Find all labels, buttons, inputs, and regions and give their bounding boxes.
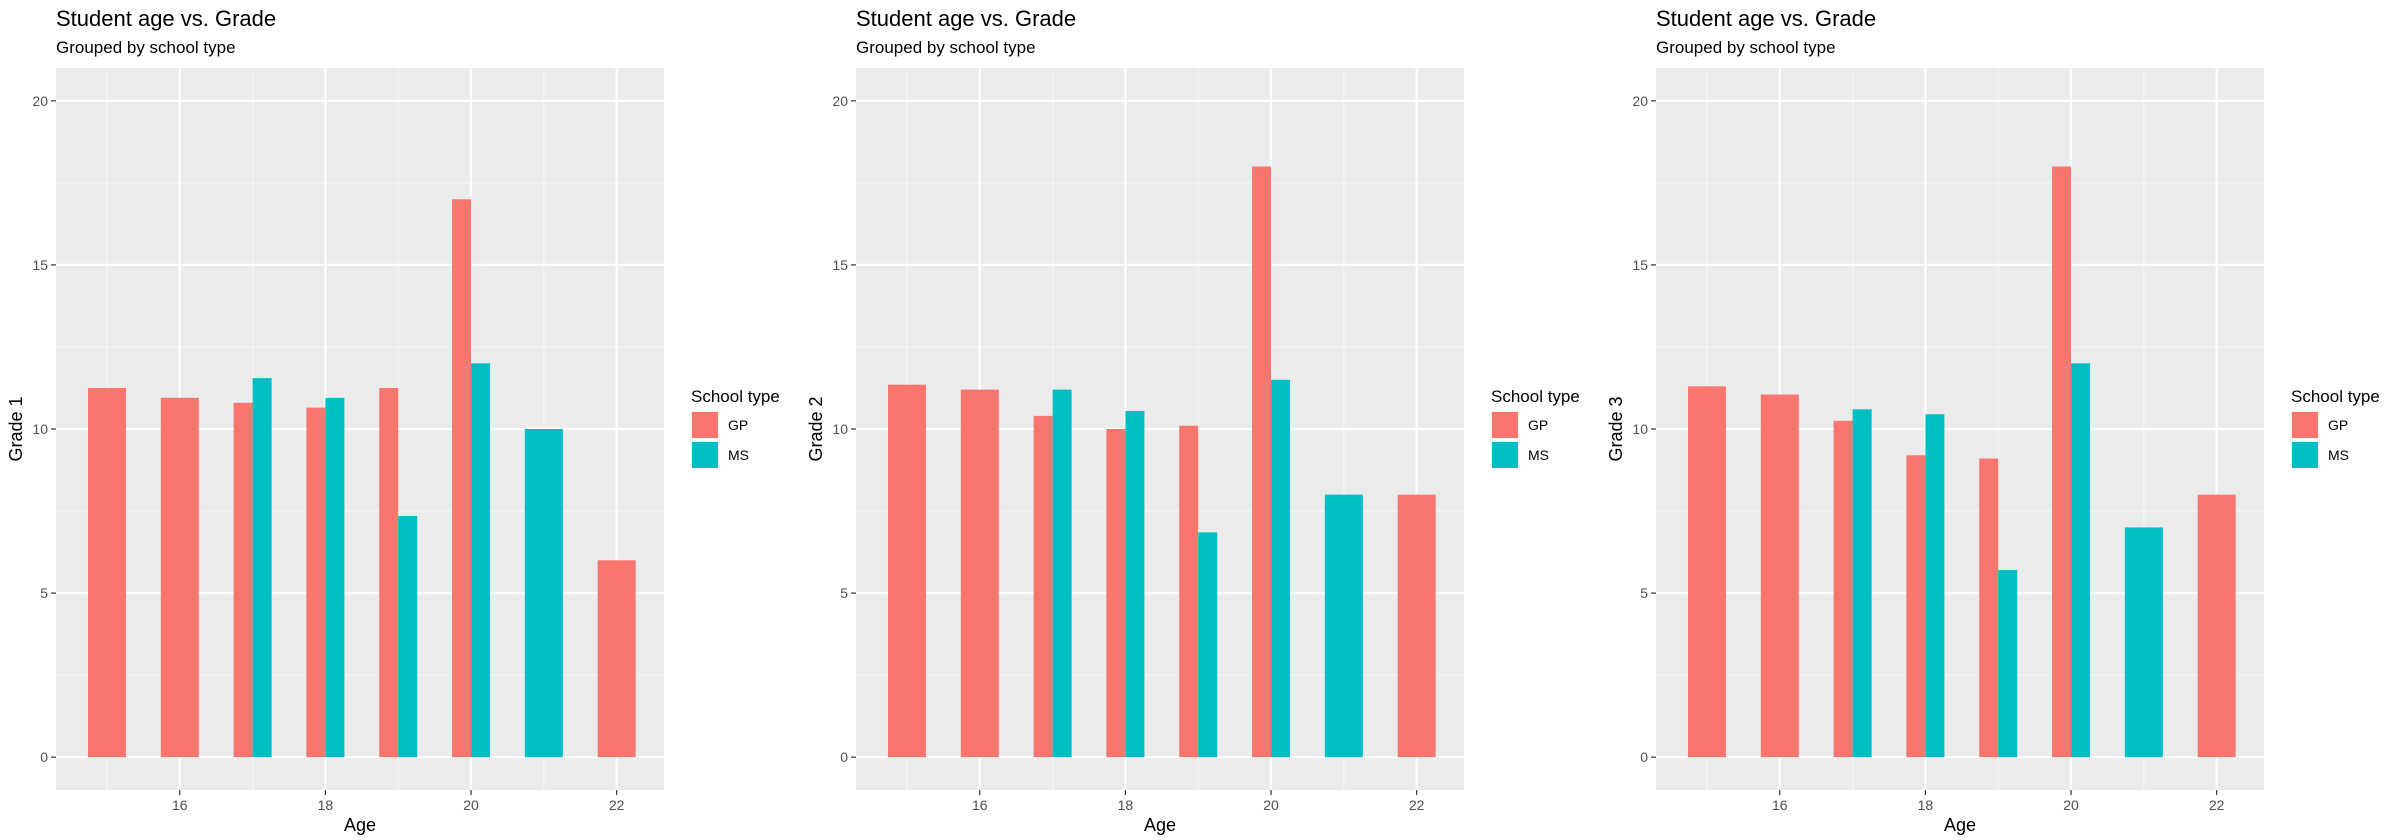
legend-label-ms: MS xyxy=(728,447,749,463)
bar-ms xyxy=(1852,409,1872,758)
bar-gp xyxy=(1106,429,1126,758)
chart-panel-grade-3: 0 5 10 15 20 16 18 20 22 Student age vs. Grade Gro… xyxy=(1600,0,2400,840)
bar-chart-grade-2: 0 5 10 15 20 16 18 20 22 Student age vs. Grade Gro… xyxy=(806,6,1580,835)
legend-label-gp: GP xyxy=(2328,417,2348,433)
bar-ms xyxy=(1324,494,1363,758)
bar-ms xyxy=(1198,532,1218,758)
bar-ms xyxy=(1998,570,2018,758)
y-tick-label: 15 xyxy=(1632,257,1648,273)
bar-gp xyxy=(1179,425,1199,758)
legend-title: School type xyxy=(1491,387,1580,406)
chart-title: Student age vs. Grade xyxy=(1656,6,1876,31)
y-tick-label: 10 xyxy=(832,421,848,437)
y-tick-label: 5 xyxy=(40,585,48,601)
y-axis-label: Grade 2 xyxy=(806,396,826,461)
chart-subtitle: Grouped by school type xyxy=(1656,38,1836,57)
y-tick-label: 10 xyxy=(32,421,48,437)
bar-ms xyxy=(398,515,418,758)
bar-gp xyxy=(1033,415,1053,758)
x-tick-label: 16 xyxy=(172,797,188,813)
bar-ms xyxy=(524,429,563,758)
bar-ms xyxy=(2124,527,2163,758)
chart-title: Student age vs. Grade xyxy=(856,6,1076,31)
legend-label-ms: MS xyxy=(2328,447,2349,463)
bar-gp xyxy=(960,389,999,758)
y-tick-label: 0 xyxy=(40,749,48,765)
y-tick-label: 0 xyxy=(1640,749,1648,765)
y-tick-label: 20 xyxy=(32,93,48,109)
bar-ms xyxy=(325,397,345,758)
y-tick-label: 0 xyxy=(840,749,848,765)
x-tick-label: 20 xyxy=(463,797,479,813)
x-tick-label: 22 xyxy=(609,797,625,813)
y-axis-label: Grade 3 xyxy=(1606,396,1626,461)
y-tick-label: 20 xyxy=(832,93,848,109)
legend-label-ms: MS xyxy=(1528,447,1549,463)
x-tick-label: 18 xyxy=(318,797,334,813)
y-axis-label: Grade 1 xyxy=(6,396,26,461)
bar-gp xyxy=(1979,458,1999,758)
bar-gp xyxy=(1687,386,1726,758)
bar-gp xyxy=(1252,166,1272,758)
x-axis-label: Age xyxy=(344,815,376,835)
y-tick-label: 5 xyxy=(1640,585,1648,601)
bar-chart-grade-1: 0 5 10 15 20 16 18 20 22 Student age vs. Grade Gro… xyxy=(6,6,780,835)
bar-gp xyxy=(1833,420,1853,758)
legend-label-gp: GP xyxy=(1528,417,1548,433)
bar-gp xyxy=(306,407,326,758)
chart-panel-grade-2: 0 5 10 15 20 16 18 20 22 Student age vs. Grade Gro… xyxy=(800,0,1600,840)
y-tick-label: 10 xyxy=(1632,421,1648,437)
bar-ms xyxy=(1052,389,1072,758)
bar-gp xyxy=(2052,166,2072,758)
chart-title: Student age vs. Grade xyxy=(56,6,276,31)
y-tick-label: 15 xyxy=(832,257,848,273)
bar-ms xyxy=(1125,410,1145,758)
legend-key-gp xyxy=(1492,412,1518,438)
x-tick-label: 18 xyxy=(1118,797,1134,813)
x-axis-label: Age xyxy=(1944,815,1976,835)
bar-gp xyxy=(887,384,926,758)
bar-gp xyxy=(87,387,126,758)
legend-title: School type xyxy=(691,387,780,406)
y-tick-label: 5 xyxy=(840,585,848,601)
x-axis-label: Age xyxy=(1144,815,1176,835)
bar-gp xyxy=(160,397,199,758)
bar-gp xyxy=(233,402,253,758)
legend-key-gp xyxy=(2292,412,2318,438)
chart-subtitle: Grouped by school type xyxy=(856,38,1036,57)
legend-key-ms xyxy=(1492,442,1518,468)
chart-panel-grade-1: 0 5 10 15 20 16 18 20 22 Student age vs. Grade Gro… xyxy=(0,0,800,840)
legend-label-gp: GP xyxy=(728,417,748,433)
bar-gp xyxy=(1397,494,1436,758)
bar-gp xyxy=(597,560,636,758)
bar-gp xyxy=(379,387,399,758)
legend-key-ms xyxy=(692,442,718,468)
bar-gp xyxy=(452,199,472,758)
bar-gp xyxy=(1760,394,1799,758)
legend-key-gp xyxy=(692,412,718,438)
legend-key-ms xyxy=(2292,442,2318,468)
bar-ms xyxy=(471,363,491,758)
bar-gp xyxy=(1906,455,1926,758)
x-tick-label: 16 xyxy=(1772,797,1788,813)
x-tick-label: 20 xyxy=(2063,797,2079,813)
legend-title: School type xyxy=(2291,387,2380,406)
x-tick-label: 22 xyxy=(1409,797,1425,813)
bar-gp xyxy=(2197,494,2236,758)
bar-ms xyxy=(1925,414,1945,758)
bar-ms xyxy=(1271,379,1291,758)
x-tick-label: 16 xyxy=(972,797,988,813)
y-tick-label: 20 xyxy=(1632,93,1648,109)
bar-ms xyxy=(2071,363,2091,758)
x-tick-label: 20 xyxy=(1263,797,1279,813)
y-tick-label: 15 xyxy=(32,257,48,273)
x-tick-label: 18 xyxy=(1918,797,1934,813)
x-tick-label: 22 xyxy=(2209,797,2225,813)
bar-ms xyxy=(252,378,272,758)
bar-chart-grade-3: 0 5 10 15 20 16 18 20 22 Student age vs. Grade Gro… xyxy=(1606,6,2380,835)
chart-subtitle: Grouped by school type xyxy=(56,38,236,57)
